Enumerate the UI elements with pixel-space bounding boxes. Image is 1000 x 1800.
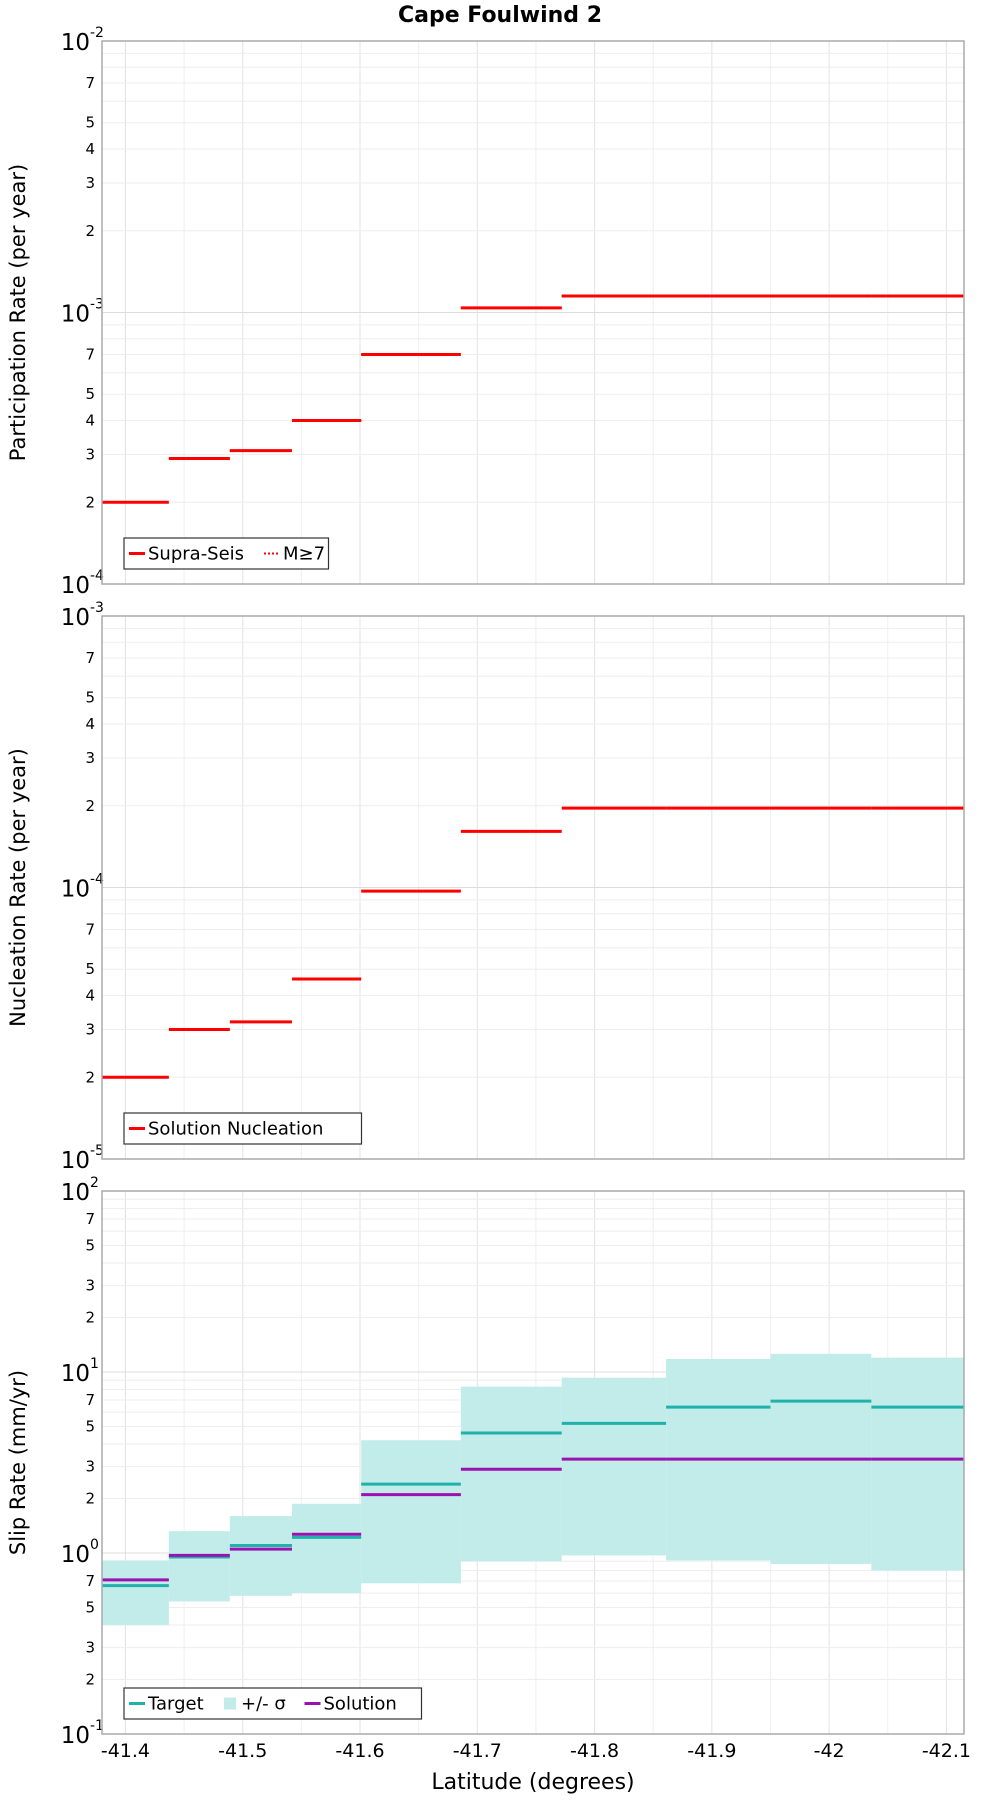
y-minor-tick-label: 7: [85, 74, 95, 92]
x-tick-label: -41.9: [687, 1740, 736, 1762]
sigma-band-segment: [561, 1377, 667, 1556]
sigma-band-segment: [460, 1386, 562, 1562]
legend-box: [123, 1112, 363, 1145]
y-minor-tick-label: 2: [85, 1671, 95, 1689]
y-minor-tick-label: 7: [85, 921, 95, 939]
sigma-band-segment: [168, 1531, 230, 1602]
y-tick-label: 10: [61, 1180, 90, 1206]
y-tick-exponent: -5: [90, 1143, 104, 1159]
legend-label: Solution: [324, 1694, 397, 1715]
y-tick-label: 10: [61, 1361, 90, 1387]
legend-box: [123, 537, 330, 570]
y-minor-tick-label: 5: [85, 1236, 95, 1254]
x-tick-label: -41.5: [218, 1740, 267, 1762]
y-minor-tick-label: 5: [85, 114, 95, 132]
sigma-band-segment: [871, 1357, 964, 1571]
y-minor-tick-label: 5: [85, 1417, 95, 1435]
plot-border: [101, 1190, 965, 1735]
y-tick-exponent: -3: [90, 600, 104, 616]
y-minor-tick-label: 2: [85, 222, 95, 240]
legend-swatch: [224, 1697, 236, 1710]
y-minor-tick-label: 5: [85, 960, 95, 978]
y-axis-label: Slip Rate (mm/yr): [6, 1370, 30, 1555]
x-tick-label: -42.1: [922, 1740, 971, 1762]
y-minor-tick-label: 4: [85, 140, 95, 158]
chart-title: Cape Foulwind 2: [398, 3, 602, 28]
y-tick-label: 10: [61, 1542, 90, 1568]
y-minor-tick-label: 3: [85, 1020, 95, 1038]
y-tick-exponent: -4: [90, 568, 104, 584]
y-minor-tick-label: 3: [85, 749, 95, 767]
plot-border: [101, 40, 965, 585]
sigma-band-segment: [361, 1440, 461, 1584]
legend: Target +/- σ Solution: [123, 1687, 423, 1720]
legend-label: M≥7: [283, 544, 325, 565]
x-axis-label: Latitude (degrees): [431, 1770, 634, 1795]
sigma-band-segment: [102, 1560, 169, 1626]
y-tick-label: 10: [61, 1723, 90, 1749]
legend-box: [123, 1687, 423, 1720]
x-axis: -41.4 -41.5 -41.6 -41.7 -41.8 -41.9 -42 -42.1: [101, 1740, 971, 1762]
y-axis-label: Nucleation Rate (per year): [6, 748, 30, 1027]
y-minor-tick-label: 2: [85, 797, 95, 815]
y-minor-tick-label: 2: [85, 1490, 95, 1508]
y-minor-tick-label: 2: [85, 1309, 95, 1327]
y-tick-label: 10: [61, 30, 90, 56]
y-minor-tick-label: 7: [85, 1572, 95, 1590]
y-minor-tick-label: 7: [85, 1210, 95, 1228]
legend: Solution Nucleation: [123, 1112, 363, 1145]
x-tick-label: -41.7: [453, 1740, 502, 1762]
y-minor-tick-label: 4: [85, 412, 95, 430]
y-tick-exponent: 2: [90, 1175, 99, 1191]
y-axis-label: Participation Rate (per year): [6, 164, 30, 461]
y-tick-exponent: -3: [90, 297, 104, 313]
y-minor-tick-label: 2: [85, 493, 95, 511]
y-minor-tick-label: 3: [85, 445, 95, 463]
y-minor-tick-label: 3: [85, 174, 95, 192]
y-minor-tick-label: 7: [85, 346, 95, 364]
y-tick-exponent: 0: [90, 1537, 99, 1553]
y-minor-tick-label: 4: [85, 987, 95, 1005]
legend: Supra-Seis M≥7: [123, 537, 330, 570]
y-minor-tick-label: 7: [85, 1391, 95, 1409]
y-tick-exponent: 1: [90, 1356, 99, 1372]
sigma-band-segment: [229, 1516, 292, 1596]
y-minor-tick-label: 7: [85, 649, 95, 667]
x-tick-label: -41.6: [335, 1740, 384, 1762]
y-tick-label: 10: [61, 877, 90, 903]
x-tick-label: -41.4: [101, 1740, 150, 1762]
y-minor-tick-label: 5: [85, 1598, 95, 1616]
y-tick-label: 10: [61, 573, 90, 599]
legend-label: Target: [147, 1694, 204, 1715]
y-tick-label: 10: [61, 1148, 90, 1174]
legend-label: Supra-Seis: [148, 544, 244, 565]
sigma-band-segment: [291, 1503, 362, 1594]
y-minor-tick-label: 5: [85, 385, 95, 403]
legend-label: Solution Nucleation: [148, 1119, 323, 1140]
y-tick-exponent: -2: [90, 25, 104, 41]
legend-label: +/- σ: [241, 1694, 286, 1715]
plot-border: [101, 615, 965, 1160]
y-tick-label: 10: [61, 302, 90, 328]
y-tick-exponent: -4: [90, 872, 104, 888]
y-minor-tick-label: 3: [85, 1639, 95, 1657]
y-tick-label: 10: [61, 605, 90, 631]
y-minor-tick-label: 3: [85, 1458, 95, 1476]
y-minor-tick-label: 5: [85, 689, 95, 707]
y-minor-tick-label: 2: [85, 1068, 95, 1086]
y-minor-tick-label: 4: [85, 715, 95, 733]
y-minor-tick-label: 3: [85, 1277, 95, 1295]
x-tick-label: -42: [814, 1740, 845, 1762]
y-tick-exponent: -1: [90, 1718, 104, 1734]
x-tick-label: -41.8: [570, 1740, 619, 1762]
